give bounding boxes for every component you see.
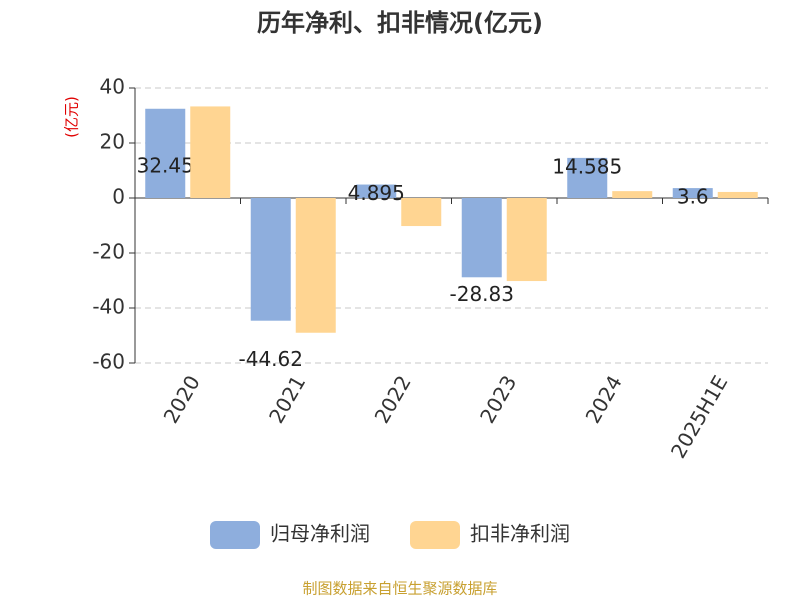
bar [250, 198, 291, 321]
value-label: 32.45 [137, 153, 194, 177]
y-tick-label: -20 [92, 240, 125, 264]
value-label: 3.6 [677, 185, 709, 209]
y-tick-label: 40 [100, 75, 125, 99]
value-label: 4.895 [348, 181, 405, 205]
value-label: -44.62 [239, 347, 303, 371]
bar [672, 188, 713, 198]
x-tick-label: 2022 [370, 371, 416, 427]
bar [190, 106, 231, 198]
y-tick-label: 20 [100, 130, 125, 154]
y-tick-label: -40 [92, 295, 125, 319]
legend-label: 扣非净利润 [470, 522, 570, 546]
bar [356, 184, 397, 198]
value-label: 14.585 [552, 154, 622, 178]
x-tick-label: 2021 [264, 371, 310, 427]
y-tick-label: -60 [92, 350, 125, 374]
bar [717, 191, 758, 198]
x-tick-label: 2023 [475, 371, 521, 427]
bar [461, 198, 502, 278]
legend-swatch [410, 521, 460, 549]
bar [401, 198, 442, 227]
source-note: 制图数据来自恒生聚源数据库 [302, 580, 497, 598]
x-tick-label: 2024 [581, 371, 627, 427]
legend-swatch [210, 521, 260, 549]
y-tick-label: 0 [112, 185, 125, 209]
chart-title: 历年净利、扣非情况(亿元) [257, 9, 543, 37]
value-label: -28.83 [450, 282, 514, 306]
bar [295, 198, 336, 333]
legend-label: 归母净利润 [270, 522, 370, 546]
x-tick-label: 2020 [159, 371, 205, 427]
y-axis-label: (亿元) [63, 96, 81, 138]
bar [506, 198, 547, 282]
bar [567, 157, 608, 198]
bar [612, 191, 653, 198]
x-tick-label: 2025H1E [666, 371, 732, 462]
bar [145, 108, 186, 198]
